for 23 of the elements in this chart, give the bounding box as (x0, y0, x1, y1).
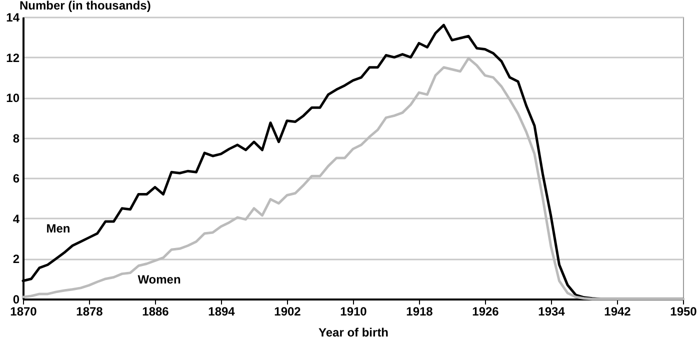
x-tick-label: 1878 (76, 304, 104, 318)
y-axis-title: Number (in thousands) (20, 0, 151, 12)
series-label: Men (46, 222, 70, 236)
y-tick-label: 12 (6, 50, 20, 65)
x-tick-label: 1918 (406, 304, 434, 318)
x-tick-label: 1894 (208, 304, 236, 318)
x-tick-label: 1926 (472, 304, 500, 318)
y-tick-label: 10 (6, 91, 20, 106)
x-tick-label: 1942 (604, 304, 632, 318)
y-tick-label: 2 (12, 252, 20, 266)
x-tick-label: 1934 (538, 304, 566, 318)
y-tick-label: 0 (12, 292, 20, 306)
y-tick-label: 6 (12, 172, 20, 186)
x-tick-label: 1870 (10, 304, 38, 318)
x-tick-label: 1950 (670, 304, 698, 318)
x-axis-title: Year of birth (318, 326, 389, 340)
x-tick-label: 1910 (340, 304, 368, 318)
y-tick-label: 8 (12, 131, 20, 146)
x-tick-label: 1886 (142, 304, 170, 318)
x-tick-label: 1902 (274, 304, 302, 318)
y-tick-label: 4 (12, 212, 20, 226)
series-label: Women (138, 272, 181, 287)
y-tick-label: 14 (6, 10, 20, 24)
